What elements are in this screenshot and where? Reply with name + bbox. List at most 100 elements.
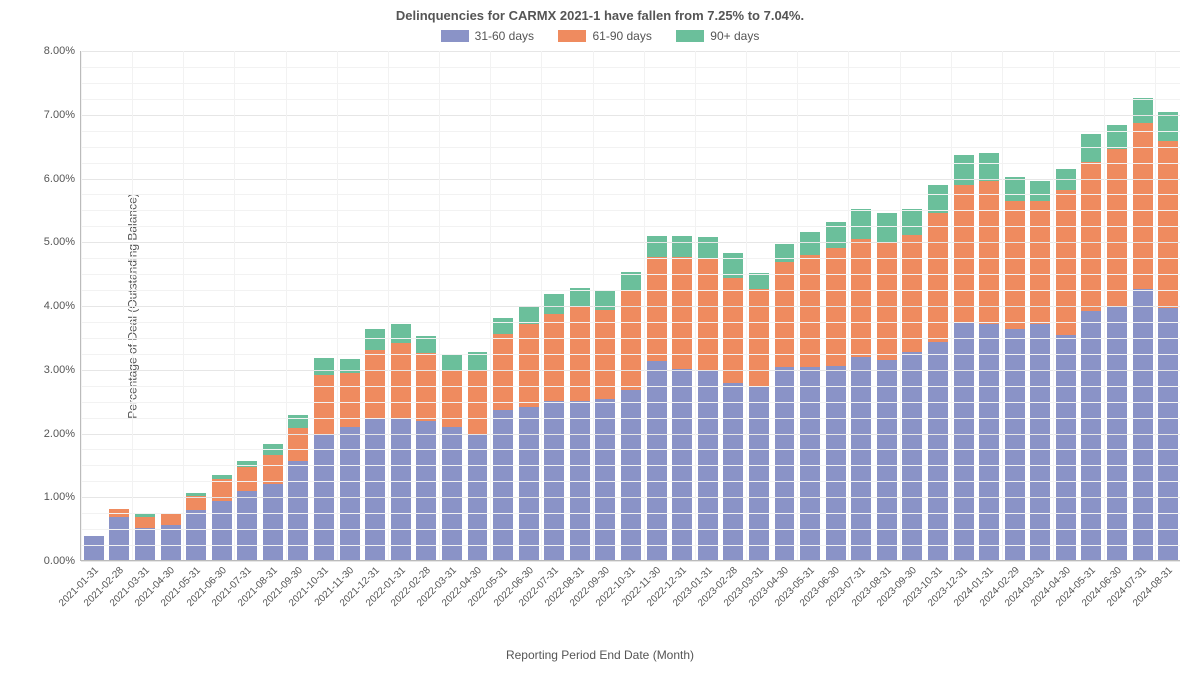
bar-column: [365, 329, 385, 560]
bar-segment: [672, 236, 692, 256]
bar-column: [902, 209, 922, 560]
legend-item-31-60: 31-60 days: [441, 29, 534, 43]
y-tick-label: 4.00%: [44, 300, 75, 312]
bar-column: [1133, 98, 1153, 560]
bar-segment: [595, 291, 615, 310]
bar-segment: [749, 386, 769, 560]
bar-segment: [519, 324, 539, 407]
bar-segment: [1030, 324, 1050, 560]
legend-label: 31-60 days: [475, 29, 534, 43]
y-tick-label: 1.00%: [44, 491, 75, 503]
bar-segment: [263, 484, 283, 561]
x-axis-label: Reporting Period End Date (Month): [0, 646, 1200, 662]
bar-column: [800, 232, 820, 560]
bar-segment: [84, 536, 104, 560]
bar-segment: [442, 427, 462, 560]
y-tick-label: 6.00%: [44, 173, 75, 185]
bar-segment: [1158, 141, 1178, 308]
bar-segment: [1081, 162, 1101, 312]
bar-segment: [1030, 181, 1050, 201]
plot: 0.00%1.00%2.00%3.00%4.00%5.00%6.00%7.00%…: [80, 51, 1180, 561]
bar-segment: [979, 153, 999, 181]
bar-segment: [723, 383, 743, 560]
legend-label: 61-90 days: [592, 29, 651, 43]
bar-segment: [954, 155, 974, 186]
bar-column: [698, 237, 718, 560]
bar-segment: [186, 510, 206, 560]
bar-segment: [365, 329, 385, 349]
y-tick-label: 7.00%: [44, 109, 75, 121]
bar-segment: [544, 314, 564, 401]
bar-segment: [979, 181, 999, 324]
y-tick-label: 3.00%: [44, 364, 75, 376]
bar-segment: [237, 467, 257, 491]
bar-segment: [877, 243, 897, 361]
bar-segment: [1107, 125, 1127, 149]
bar-segment: [647, 236, 667, 257]
bar-segment: [314, 375, 334, 434]
bar-segment: [826, 366, 846, 560]
bar-column: [186, 493, 206, 560]
bar-column: [595, 291, 615, 560]
bar-segment: [1056, 169, 1076, 190]
bar-column: [570, 288, 590, 560]
bar-column: [84, 536, 104, 560]
bar-segment: [365, 418, 385, 560]
bar-segment: [391, 324, 411, 343]
bar-segment: [979, 324, 999, 560]
bar-segment: [340, 359, 360, 374]
bar-segment: [570, 401, 590, 560]
bar-segment: [647, 361, 667, 560]
bar-column: [161, 513, 181, 560]
bar-segment: [647, 257, 667, 361]
bar-segment: [1056, 190, 1076, 335]
bar-segment: [723, 278, 743, 383]
bar-segment: [902, 235, 922, 352]
bar-column: [826, 222, 846, 560]
bar-segment: [775, 367, 795, 560]
bar-segment: [263, 455, 283, 484]
plot-area: Percentage of Deal (Outstanding Balance)…: [80, 51, 1180, 561]
bar-column: [1107, 125, 1127, 560]
bar-column: [391, 324, 411, 561]
bar-segment: [954, 185, 974, 323]
bar-segment: [161, 525, 181, 560]
bar-segment: [1005, 177, 1025, 201]
legend-label: 90+ days: [710, 29, 759, 43]
bar-segment: [468, 352, 488, 370]
bar-column: [212, 475, 232, 560]
bar-segment: [595, 399, 615, 560]
bar-column: [135, 514, 155, 560]
legend-swatch-90p: [676, 30, 704, 42]
bar-segment: [1005, 329, 1025, 560]
bar-segment: [161, 513, 181, 524]
y-tick-label: 5.00%: [44, 236, 75, 248]
y-tick-label: 2.00%: [44, 428, 75, 440]
bar-segment: [877, 213, 897, 243]
bar-segment: [1056, 335, 1076, 560]
bar-segment: [851, 239, 871, 357]
bar-segment: [519, 407, 539, 560]
y-tick-label: 0.00%: [44, 555, 75, 567]
bar-segment: [416, 353, 436, 421]
bar-column: [851, 209, 871, 560]
bar-segment: [1081, 311, 1101, 560]
bar-segment: [186, 496, 206, 510]
bar-segment: [135, 517, 155, 528]
bar-segment: [391, 418, 411, 560]
bar-segment: [1133, 98, 1153, 124]
bar-segment: [1107, 149, 1127, 306]
bar-segment: [237, 491, 257, 560]
bar-column: [1081, 134, 1101, 560]
bar-segment: [698, 237, 718, 257]
bar-column: [544, 294, 564, 560]
bar-segment: [314, 358, 334, 375]
y-tick-label: 8.00%: [44, 45, 75, 57]
bar-segment: [442, 371, 462, 427]
bar-column: [672, 236, 692, 560]
bar-segment: [800, 255, 820, 367]
bar-column: [263, 444, 283, 560]
legend-item-90p: 90+ days: [676, 29, 759, 43]
bar-segment: [416, 421, 436, 560]
bar-segment: [1005, 201, 1025, 329]
